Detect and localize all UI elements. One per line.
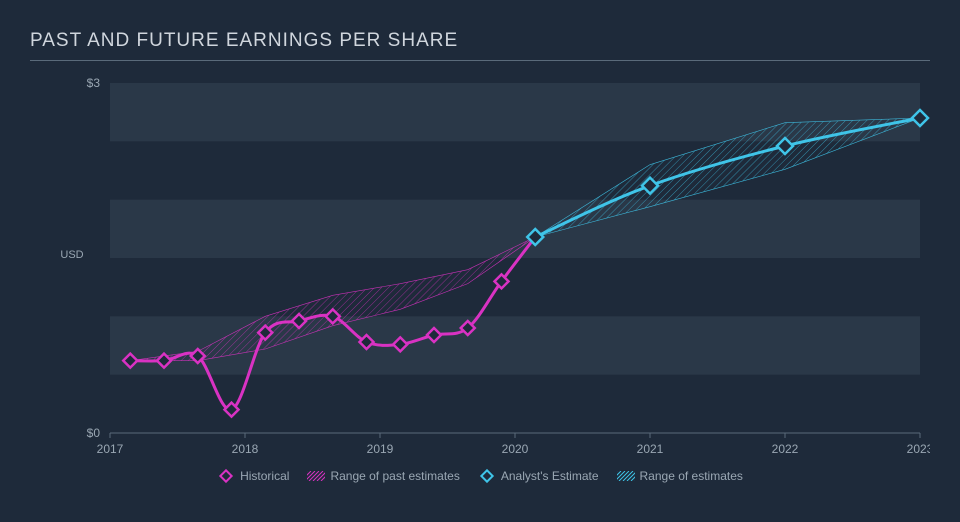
legend-item-estimate: Analyst's Estimate	[478, 469, 599, 483]
svg-text:$3: $3	[87, 76, 101, 90]
legend-label: Analyst's Estimate	[501, 469, 599, 483]
svg-text:$0: $0	[87, 426, 101, 440]
svg-text:2021: 2021	[637, 442, 664, 456]
svg-text:2018: 2018	[232, 442, 259, 456]
legend-label: Historical	[240, 469, 289, 483]
legend-label: Range of past estimates	[330, 469, 459, 483]
chart-plot: 2017 2018 2019 2020 2021 2022 2023 $0 $3 USD	[30, 73, 930, 463]
legend-item-range-future: Range of estimates	[617, 469, 743, 483]
svg-text:2017: 2017	[97, 442, 124, 456]
svg-text:2023: 2023	[907, 442, 930, 456]
svg-text:2022: 2022	[772, 442, 799, 456]
svg-text:USD: USD	[60, 249, 83, 261]
chart-legend: Historical Range of past estimates Analy…	[30, 469, 930, 483]
legend-item-range-past: Range of past estimates	[307, 469, 459, 483]
svg-text:2020: 2020	[502, 442, 529, 456]
chart-svg: 2017 2018 2019 2020 2021 2022 2023 $0 $3 USD	[30, 73, 930, 463]
title-underline	[30, 60, 930, 61]
legend-item-historical: Historical	[217, 469, 289, 483]
legend-label: Range of estimates	[640, 469, 743, 483]
chart-title: PAST AND FUTURE EARNINGS PER SHARE	[30, 30, 930, 52]
svg-text:2019: 2019	[367, 442, 394, 456]
